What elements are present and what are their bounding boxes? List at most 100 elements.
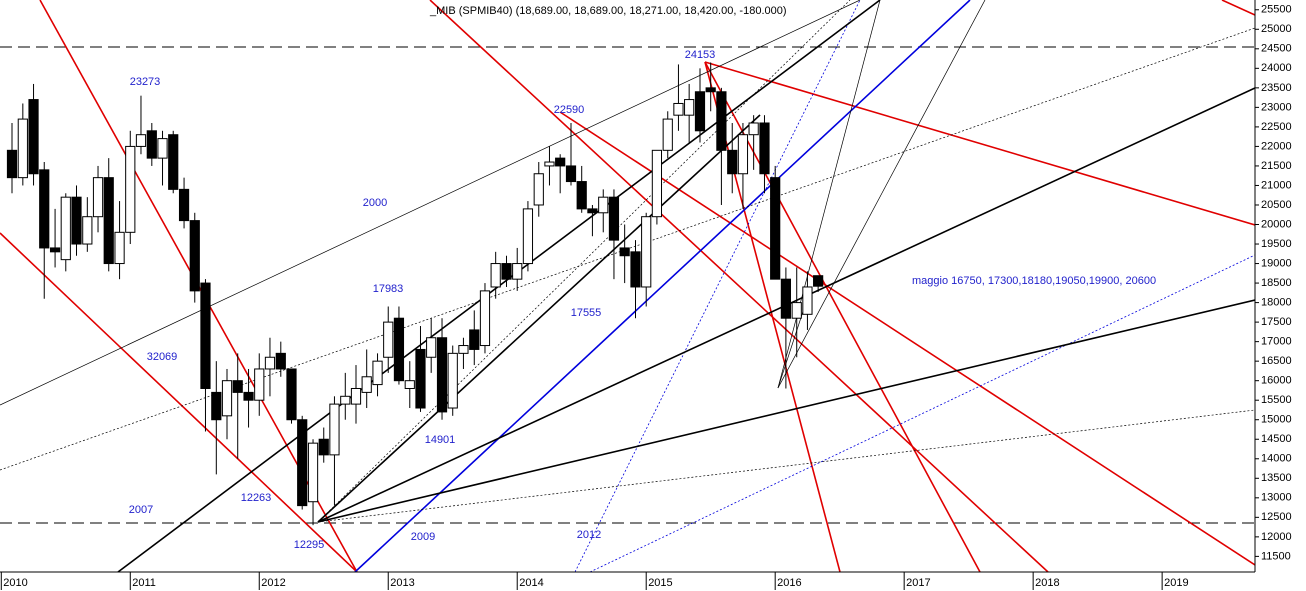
black-trendline bbox=[317, 299, 1255, 523]
annotation: 17555 bbox=[571, 307, 602, 319]
candle-body bbox=[307, 442, 319, 503]
dotted-line bbox=[317, 409, 1255, 523]
annotation: maggio 16750, 17300,18180,19050,19900, 2… bbox=[912, 275, 1156, 287]
y-tick-label: 14500 bbox=[1261, 433, 1292, 445]
candle-body bbox=[780, 278, 791, 319]
candle-body bbox=[813, 275, 824, 287]
candle-body bbox=[759, 122, 770, 175]
red-trendline bbox=[429, 0, 1049, 572]
x-tick-label: 2016 bbox=[777, 577, 801, 589]
annotation: 2007 bbox=[129, 504, 153, 516]
candle-body bbox=[737, 134, 749, 175]
candle-body bbox=[415, 348, 426, 409]
candle-body bbox=[168, 134, 179, 190]
candle-body bbox=[28, 99, 39, 175]
y-tick-label: 18500 bbox=[1261, 277, 1292, 289]
red-trendline bbox=[1221, 0, 1255, 16]
candle-body bbox=[243, 391, 254, 401]
candle-body bbox=[393, 317, 405, 382]
candle-body bbox=[200, 282, 211, 389]
y-tick-label: 15500 bbox=[1261, 394, 1292, 406]
candle-body bbox=[684, 99, 695, 116]
candle-body bbox=[705, 87, 716, 93]
candle-body bbox=[598, 196, 609, 214]
candle-body bbox=[587, 208, 598, 214]
candle-body bbox=[60, 196, 71, 261]
y-tick-label: 22000 bbox=[1261, 140, 1292, 152]
red-trendline bbox=[704, 61, 1255, 226]
red-trendline bbox=[559, 111, 1255, 566]
annotation: 23273 bbox=[130, 76, 161, 88]
y-tick-label: 17000 bbox=[1261, 336, 1292, 348]
annotation: 24153 bbox=[685, 49, 716, 61]
x-tick-label: 2019 bbox=[1164, 577, 1188, 589]
annotation: 12295 bbox=[294, 539, 325, 551]
candle-body bbox=[479, 290, 491, 347]
y-tick-label: 23000 bbox=[1261, 101, 1292, 113]
thin-line bbox=[777, 0, 881, 389]
candle-body bbox=[350, 387, 362, 405]
candle-body bbox=[748, 122, 759, 136]
candle-body bbox=[565, 165, 577, 183]
candle-body bbox=[275, 352, 286, 370]
y-tick-label: 14000 bbox=[1261, 453, 1292, 465]
annotation: 2000 bbox=[363, 197, 387, 209]
blue-dotted-line bbox=[589, 254, 1255, 572]
y-tick-label: 25000 bbox=[1261, 23, 1292, 35]
candle-body bbox=[447, 352, 458, 409]
candle-body bbox=[82, 216, 93, 245]
y-tick-label: 13000 bbox=[1261, 492, 1292, 504]
thin-line bbox=[777, 0, 986, 389]
candle-body bbox=[426, 337, 437, 358]
thin-line bbox=[0, 0, 861, 406]
candle-body bbox=[436, 337, 448, 413]
dotted-line bbox=[317, 0, 851, 523]
candle-body bbox=[254, 368, 265, 401]
annotation: 2012 bbox=[577, 529, 601, 541]
candle-body bbox=[232, 380, 243, 393]
candle-body bbox=[39, 169, 50, 249]
candle-body bbox=[157, 138, 168, 159]
x-tick-label: 2013 bbox=[390, 577, 414, 589]
y-tick-label: 21000 bbox=[1261, 179, 1292, 191]
candle-body bbox=[533, 173, 544, 206]
candle-body bbox=[125, 145, 136, 233]
x-tick-label: 2014 bbox=[519, 577, 543, 589]
chart-title: _MIB (SPMIB40) (18,689.00, 18,689.00, 18… bbox=[429, 5, 787, 17]
candle-body bbox=[49, 247, 61, 253]
candle-body bbox=[544, 161, 555, 167]
candle-body bbox=[297, 419, 308, 507]
x-tick-label: 2010 bbox=[3, 577, 27, 589]
candle-body bbox=[641, 216, 652, 288]
candle-body bbox=[619, 247, 630, 257]
candle-body bbox=[673, 102, 684, 116]
y-tick-label: 15000 bbox=[1261, 414, 1292, 426]
candles bbox=[6, 62, 824, 526]
candle-body bbox=[576, 181, 587, 210]
candle-body bbox=[264, 356, 276, 370]
candle-body bbox=[340, 395, 351, 405]
y-tick-label: 25500 bbox=[1261, 4, 1292, 16]
annotation: 22590 bbox=[554, 104, 585, 116]
candle-body bbox=[490, 263, 501, 288]
red-trendline bbox=[0, 232, 358, 572]
candle-body bbox=[555, 157, 566, 167]
candle-body bbox=[522, 208, 534, 265]
y-tick-label: 23500 bbox=[1261, 82, 1292, 94]
candle-body bbox=[189, 220, 200, 292]
candle-body bbox=[791, 302, 802, 319]
x-tick-label: 2017 bbox=[906, 577, 930, 589]
y-tick-label: 21500 bbox=[1261, 160, 1292, 172]
candle-body bbox=[6, 149, 18, 179]
y-tick-label: 19000 bbox=[1261, 257, 1292, 269]
y-tick-label: 12500 bbox=[1261, 511, 1292, 523]
y-tick-label: 24500 bbox=[1261, 43, 1292, 55]
candle-body bbox=[662, 118, 673, 151]
y-tick-label: 13500 bbox=[1261, 472, 1292, 484]
y-tick-label: 16000 bbox=[1261, 375, 1292, 387]
red-trendline bbox=[704, 61, 841, 572]
y-tick-label: 17500 bbox=[1261, 316, 1292, 328]
candle-body bbox=[501, 263, 512, 280]
blue-dotted-line bbox=[574, 0, 861, 572]
